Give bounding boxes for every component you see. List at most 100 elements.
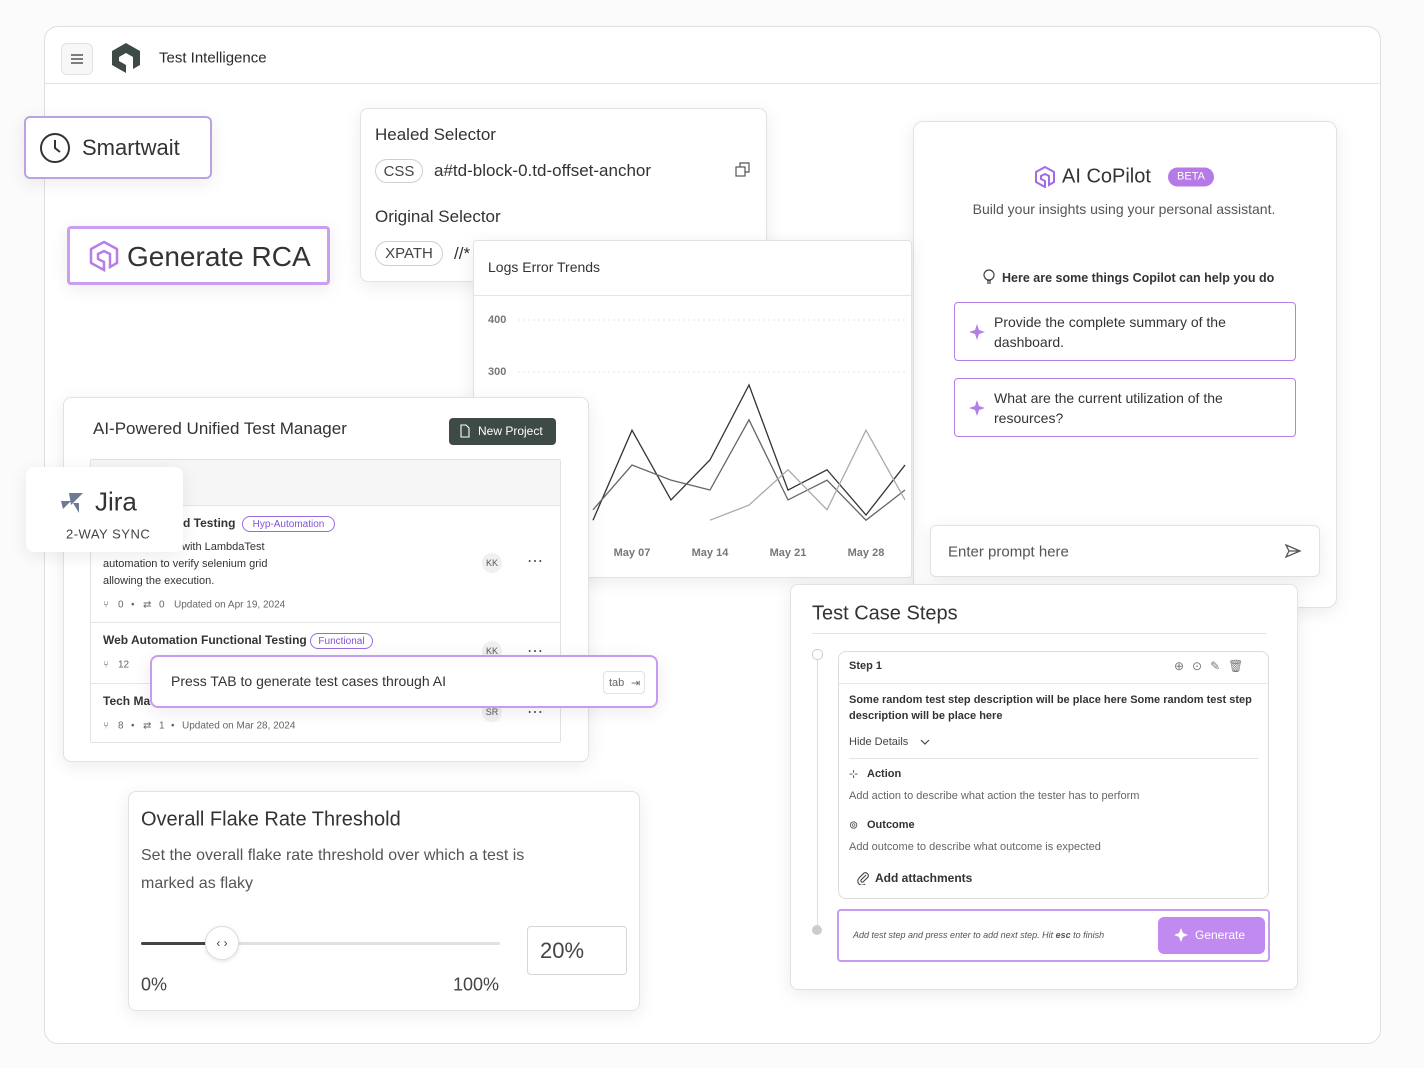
series-line bbox=[709, 428, 906, 521]
run-count: 1 bbox=[159, 720, 165, 732]
new-project-button[interactable] bbox=[449, 418, 556, 445]
path bbox=[1035, 166, 1055, 188]
path bbox=[969, 400, 985, 416]
x-tick-label: May 07 bbox=[614, 547, 651, 559]
outcome-text[interactable]: Add outcome to describe what outcome is … bbox=[849, 841, 1101, 853]
healed-value: a#td-block-0.td-offset-anchor bbox=[434, 161, 652, 180]
beta-badge: BETA bbox=[1168, 167, 1214, 187]
jira-icon bbox=[61, 493, 83, 513]
original-value: //* bbox=[454, 244, 471, 263]
menu-button[interactable] bbox=[61, 43, 93, 75]
path bbox=[112, 43, 140, 73]
x-tick-label: May 14 bbox=[692, 547, 730, 559]
circle bbox=[40, 133, 70, 163]
copilot-subtitle: Build your insights using your personal … bbox=[972, 201, 1276, 217]
flake-description: Set the overall flake rate threshold ove… bbox=[141, 847, 525, 892]
slider-max: 100% bbox=[452, 974, 499, 995]
suggestion-text: What are the current utilization of the … bbox=[994, 390, 1223, 426]
tab-hint-text: Press TAB to generate test cases through… bbox=[171, 673, 446, 689]
sparkle-icon bbox=[969, 324, 985, 340]
x-tick-label: May 21 bbox=[770, 547, 807, 559]
tab-hint bbox=[150, 655, 658, 708]
path bbox=[969, 324, 985, 340]
step-actions[interactable]: ⊕⊙✎🗑 bbox=[1174, 659, 1252, 673]
prompt-input[interactable] bbox=[930, 525, 1320, 577]
suggestion-text: Provide the complete summary of the dash… bbox=[994, 314, 1226, 350]
manager-title: AI-Powered Unified Test Manager bbox=[93, 419, 347, 438]
generate-rca-label: Generate RCA bbox=[127, 241, 311, 272]
suggestion-card[interactable] bbox=[954, 302, 1296, 361]
step-label: Step 1 bbox=[849, 660, 883, 672]
file-icon bbox=[460, 424, 470, 438]
threshold-input[interactable] bbox=[527, 926, 627, 975]
slider-min: 0% bbox=[141, 974, 168, 995]
path bbox=[920, 739, 930, 745]
more-menu[interactable]: ⋯ bbox=[527, 553, 543, 570]
send-icon[interactable] bbox=[1284, 542, 1302, 560]
rect bbox=[735, 166, 746, 177]
app-title: Test Intelligence bbox=[159, 49, 267, 67]
action-label: Action bbox=[867, 768, 902, 780]
sparkle-icon bbox=[1174, 928, 1188, 942]
branch-icon: ⑂ bbox=[103, 659, 109, 671]
run-icon: ⇄ bbox=[143, 720, 152, 732]
placeholder-key: esc bbox=[1055, 930, 1071, 940]
placeholder-text: Add test step and press enter to add nex… bbox=[853, 930, 1056, 940]
slider-knob[interactable]: ‹ › bbox=[205, 926, 239, 960]
healed-title: Healed Selector bbox=[375, 125, 496, 144]
slider-track[interactable] bbox=[141, 942, 500, 945]
jira-card bbox=[26, 467, 183, 552]
steps-divider bbox=[812, 633, 1266, 634]
more-menu[interactable]: ⋯ bbox=[527, 704, 543, 721]
threshold-value: 20% bbox=[540, 938, 585, 963]
paperclip-icon bbox=[857, 872, 869, 885]
series-line bbox=[592, 383, 906, 521]
separator: • bbox=[171, 720, 175, 732]
copilot-hint: Here are some things Copilot can help yo… bbox=[1002, 271, 1275, 285]
branch-icon: ⑂ bbox=[103, 599, 109, 611]
selector-type: CSS bbox=[375, 159, 423, 183]
path bbox=[54, 140, 61, 153]
selector-type: XPATH bbox=[375, 241, 443, 266]
outcome-icon: ⊚ bbox=[849, 819, 859, 832]
chevron-icon bbox=[920, 739, 930, 745]
copy-icon[interactable] bbox=[734, 161, 752, 179]
step-description: Some random test step description will b… bbox=[849, 694, 1252, 722]
path bbox=[71, 54, 83, 64]
action-icon: ⊹ bbox=[849, 768, 859, 781]
copilot-icon bbox=[1035, 166, 1055, 188]
outcome-label: Outcome bbox=[867, 819, 915, 831]
x-tick-label: May 28 bbox=[848, 547, 885, 559]
clock-icon bbox=[40, 133, 70, 163]
placeholder-text: to finish bbox=[1070, 930, 1105, 940]
hide-details[interactable]: Hide Details bbox=[849, 736, 909, 748]
add-attachments[interactable]: Add attachments bbox=[875, 871, 973, 885]
original-title: Original Selector bbox=[375, 207, 501, 226]
path bbox=[61, 493, 83, 513]
branch-icon: ⑂ bbox=[103, 720, 109, 732]
logs-chart: 400 300 May 07 May 14 May 21 May 28 bbox=[488, 314, 906, 559]
logo bbox=[112, 43, 140, 73]
timeline-dot bbox=[812, 925, 822, 935]
suggestion-card[interactable] bbox=[954, 378, 1296, 437]
jira-name: Jira bbox=[95, 486, 137, 517]
updated-date: Updated on Apr 19, 2024 bbox=[174, 599, 286, 611]
tab-key bbox=[603, 671, 645, 694]
step-header-divider bbox=[839, 683, 1268, 684]
slider-fill bbox=[141, 942, 211, 945]
project-title[interactable]: d Testing bbox=[183, 516, 236, 530]
steps-title: Test Case Steps bbox=[812, 602, 958, 625]
action-text[interactable]: Add action to describe what action the t… bbox=[849, 790, 1140, 802]
separator: • bbox=[131, 599, 135, 611]
branch-count: 8 bbox=[118, 720, 124, 732]
header-divider bbox=[45, 83, 1380, 84]
menu-icon bbox=[71, 54, 83, 64]
copilot-title: AI CoPilot bbox=[1062, 165, 1151, 188]
new-project-label: New Project bbox=[478, 424, 543, 438]
details-divider bbox=[849, 758, 1258, 759]
project-title[interactable]: Web Automation Functional Testing bbox=[103, 633, 307, 647]
step-input-placeholder: Add test step and press enter to add nex… bbox=[853, 930, 1104, 940]
project-title[interactable]: Tech Ma bbox=[103, 694, 151, 708]
y-tick-label: 400 bbox=[488, 314, 506, 326]
